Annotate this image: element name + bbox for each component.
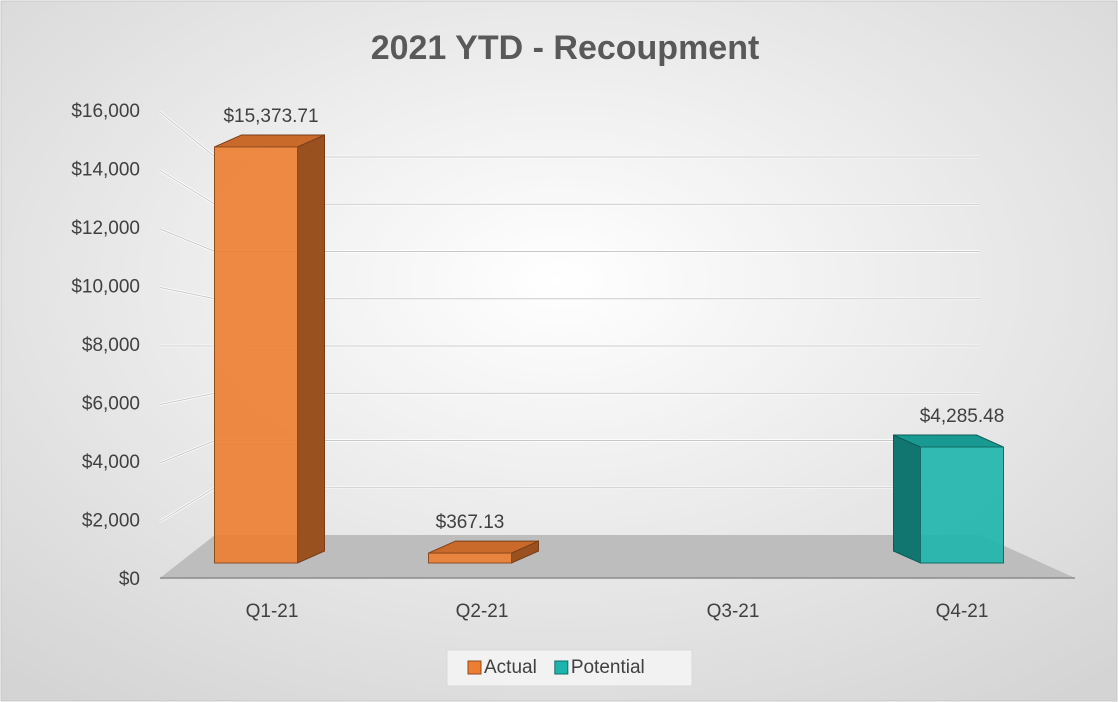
x-tick-label: Q1-21 — [246, 601, 299, 622]
data-label: $15,373.71 — [223, 106, 318, 127]
x-tick-label: Q2-21 — [456, 601, 509, 622]
y-tick-label: $16,000 — [71, 101, 140, 122]
data-label: $4,285.48 — [920, 406, 1005, 427]
y-tick-label: $4,000 — [82, 452, 140, 473]
legend — [446, 649, 693, 687]
bar — [920, 446, 1004, 564]
legend-label: Potential — [571, 657, 645, 678]
y-tick-label: $14,000 — [71, 160, 140, 181]
bar-side — [297, 134, 325, 564]
y-tick-label: $0 — [119, 569, 140, 590]
bar — [214, 146, 298, 564]
legend-swatch — [554, 660, 569, 675]
y-tick-label: $10,000 — [71, 277, 140, 298]
y-tick-label: $6,000 — [82, 394, 140, 415]
bar-side — [893, 434, 921, 564]
x-tick-label: Q3-21 — [707, 601, 760, 622]
x-tick-label: Q4-21 — [936, 601, 989, 622]
floor — [160, 535, 1075, 578]
bar — [428, 552, 512, 564]
y-tick-label: $8,000 — [82, 335, 140, 356]
legend-label: Actual — [484, 657, 537, 678]
data-label: $367.13 — [436, 512, 505, 533]
y-tick-label: $2,000 — [82, 511, 140, 532]
legend-swatch — [467, 660, 482, 675]
chart-title: 2021 YTD - Recoupment — [371, 29, 760, 67]
y-tick-label: $12,000 — [71, 218, 140, 239]
